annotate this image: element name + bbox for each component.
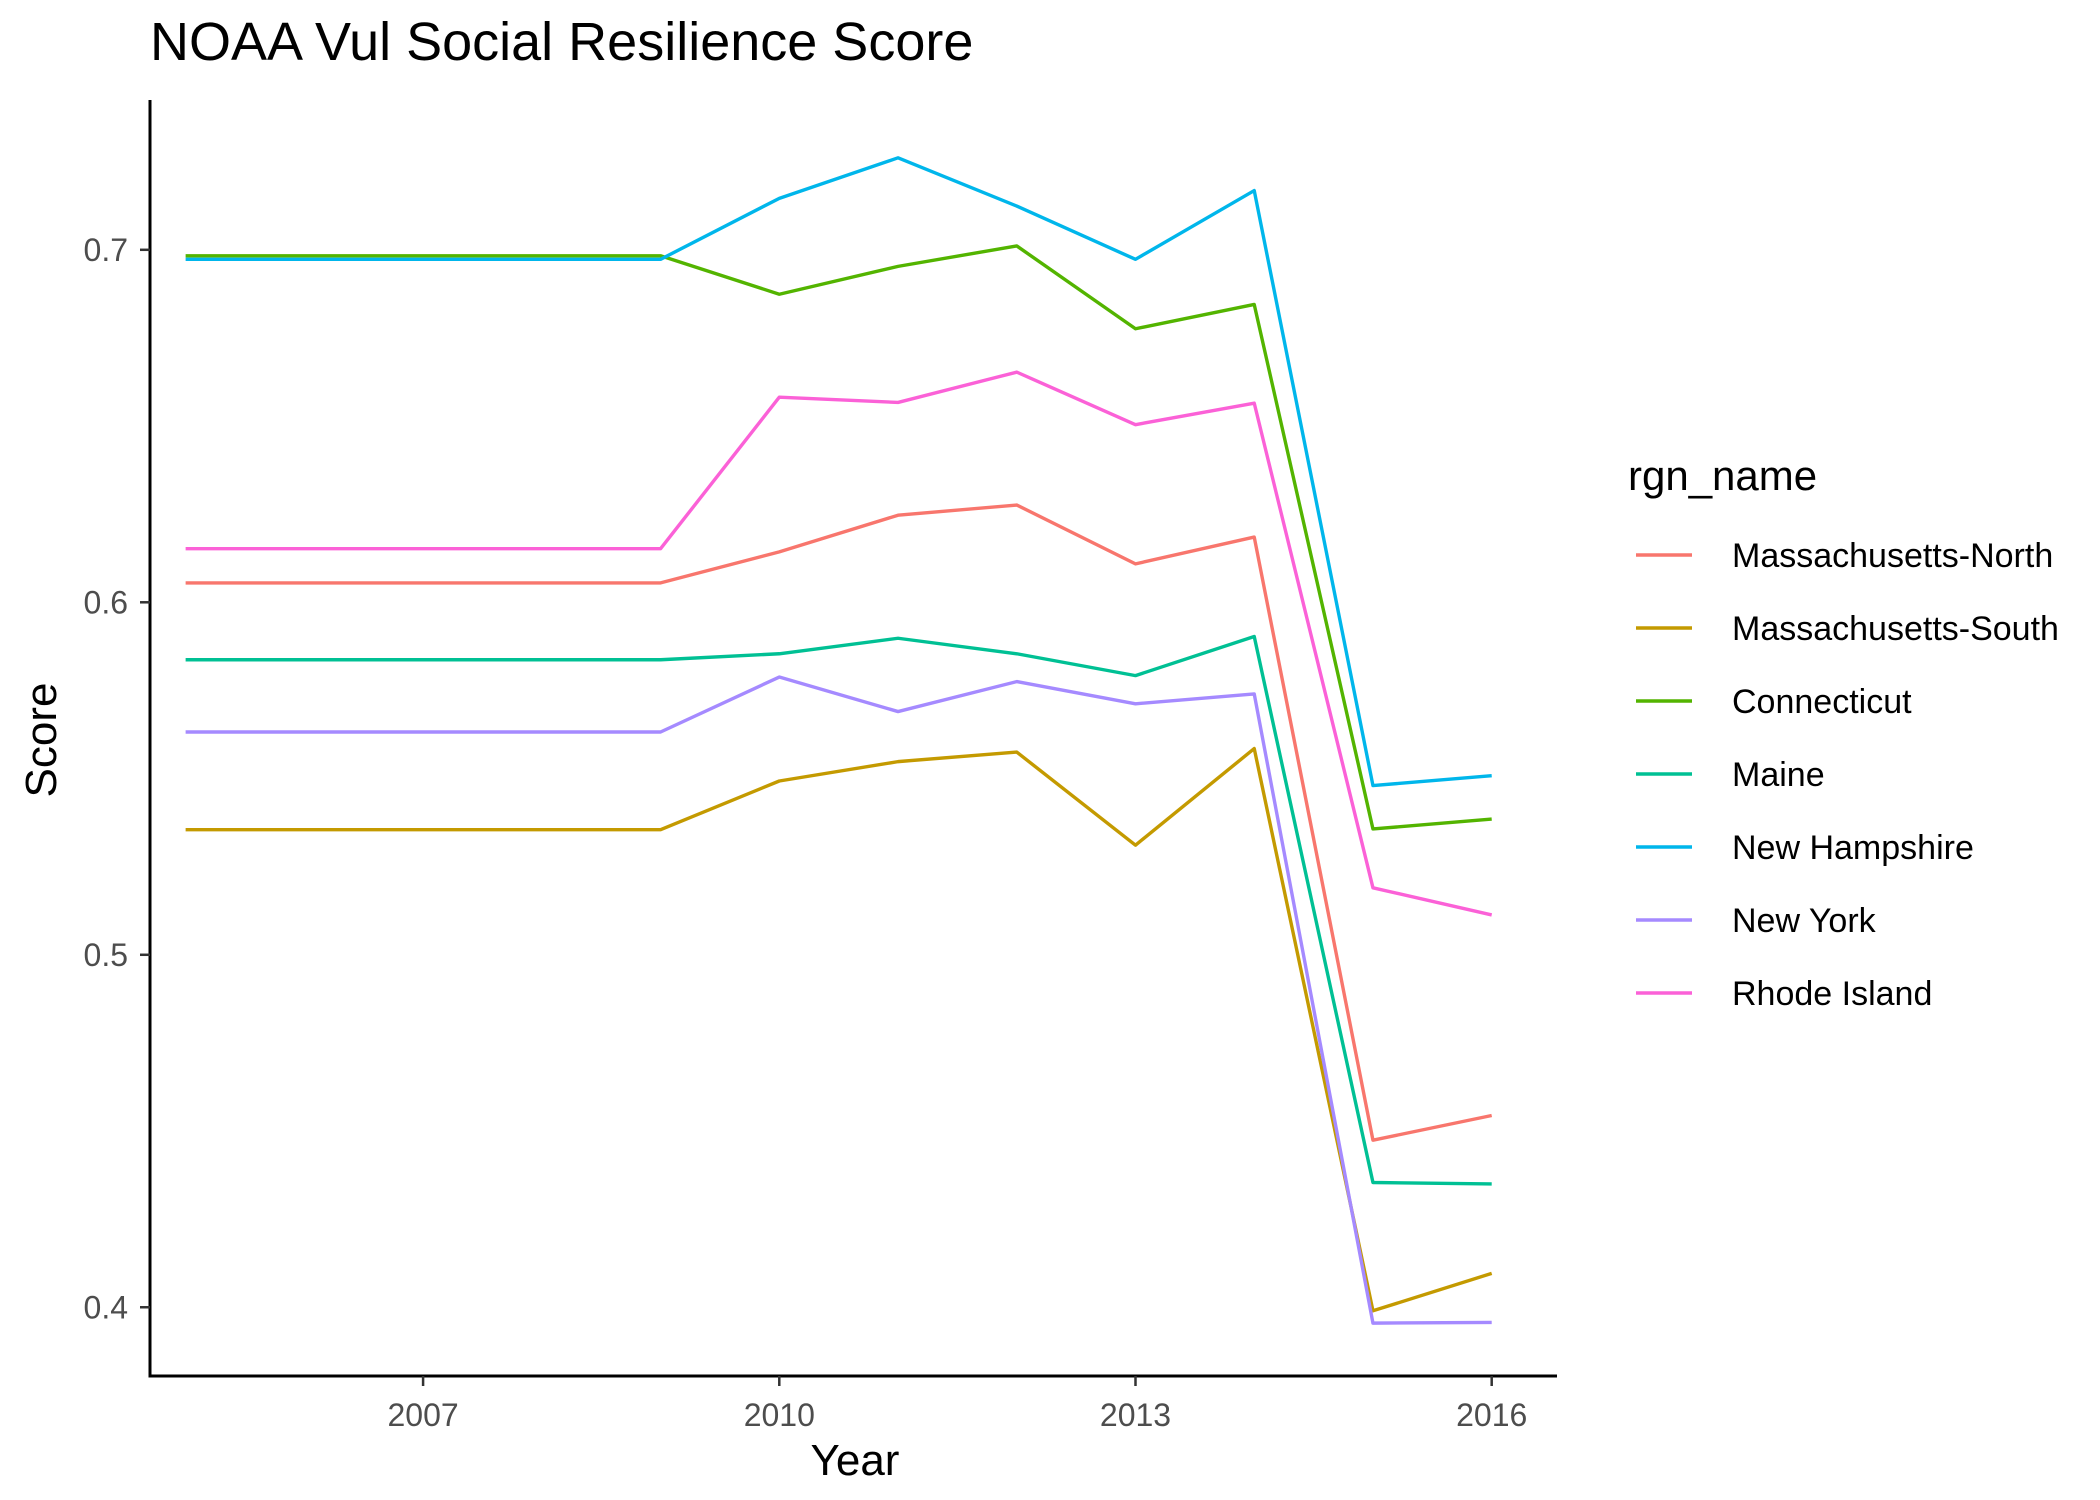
x-axis-title: Year (811, 1436, 900, 1485)
series-line-massachusetts-south (185, 746, 1493, 1313)
x-tick-label: 2007 (387, 1397, 458, 1433)
y-tick-label: 0.4 (84, 1289, 128, 1325)
y-tick-label: 0.7 (84, 232, 128, 268)
series-line-massachusetts-north (185, 503, 1493, 1142)
series-line-new-york (185, 675, 1492, 1325)
legend-title: rgn_name (1628, 452, 1817, 499)
legend-label: New Hampshire (1732, 829, 1974, 867)
legend: rgn_name Massachusetts-North Massachusett… (1628, 452, 2059, 1013)
series-lines (185, 156, 1493, 1325)
axes: 2007 2010 2013 2016 0.4 0.5 0.6 0.7 (84, 100, 1557, 1433)
series-line-new-hampshire (185, 156, 1492, 788)
series-line-rhode-island (185, 370, 1493, 917)
x-tick-label: 2016 (1456, 1397, 1527, 1433)
y-tick-label: 0.5 (84, 937, 128, 973)
series-line-connecticut (185, 244, 1492, 831)
legend-label: Massachusetts-South (1732, 610, 2059, 648)
chart-title: NOAA Vul Social Resilience Score (150, 12, 973, 72)
y-axis-title: Score (17, 683, 66, 798)
legend-label: Rhode Island (1732, 975, 1932, 1013)
x-tick-label: 2010 (744, 1397, 815, 1433)
legend-label: Maine (1732, 756, 1825, 794)
legend-label: Connecticut (1732, 683, 1912, 721)
x-tick-label: 2013 (1100, 1397, 1171, 1433)
series-line-maine (185, 634, 1492, 1186)
legend-label: Massachusetts-North (1732, 537, 2053, 575)
y-tick-label: 0.6 (84, 584, 128, 620)
legend-label: New York (1732, 902, 1877, 940)
